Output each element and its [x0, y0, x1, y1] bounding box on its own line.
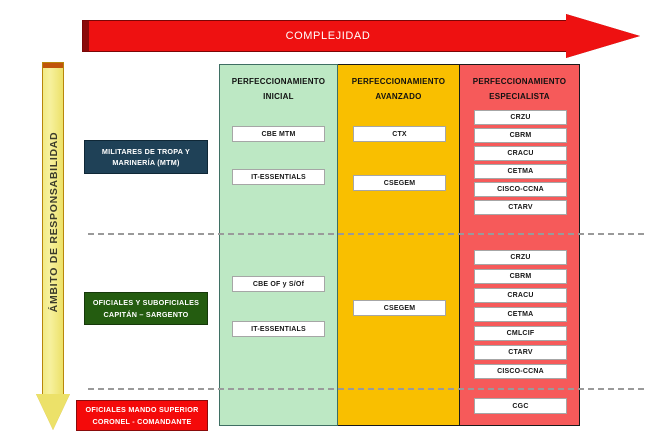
course-chip[interactable]: CTX: [353, 126, 446, 142]
course-chip[interactable]: CSEGEM: [353, 300, 446, 316]
role-label-command-line2: CORONEL - COMANDANTE: [92, 416, 192, 426]
course-chip[interactable]: CBE OF y S/Of: [232, 276, 325, 292]
column-header-advanced: PERFECCIONAMIENTO AVANZADO: [338, 75, 459, 105]
role-label-officers-line1: OFICIALES Y SUBOFICIALES: [92, 298, 200, 308]
complexity-arrow-body: [82, 20, 574, 52]
course-chip[interactable]: IT-ESSENTIALS: [232, 321, 325, 337]
column-header-initial-line2: INICIAL: [263, 91, 294, 101]
course-chip[interactable]: CBE MTM: [232, 126, 325, 142]
band-divider-upper: [88, 233, 644, 235]
band-divider-lower: [88, 388, 644, 390]
course-chip[interactable]: CMLCIF: [474, 326, 567, 341]
course-chip[interactable]: CETMA: [474, 164, 567, 179]
course-chip[interactable]: CRZU: [474, 110, 567, 125]
column-perfeccionamiento-inicial: PERFECCIONAMIENTO INICIAL: [219, 64, 338, 426]
role-label-troops-line2: MARINERÍA (MTM): [112, 158, 180, 167]
course-chip[interactable]: CRACU: [474, 288, 567, 303]
course-chip[interactable]: IT-ESSENTIALS: [232, 169, 325, 185]
arrow-right-icon: [566, 14, 640, 58]
course-chip[interactable]: CBRM: [474, 128, 567, 143]
column-header-advanced-line2: AVANZADO: [375, 91, 422, 101]
role-label-officers-line2: CAPITÁN – SARGENTO: [103, 309, 189, 319]
role-label-troops: MILITARES DE TROPA Y MARINERÍA (MTM): [84, 140, 208, 174]
course-chip[interactable]: CSEGEM: [353, 175, 446, 191]
column-header-specialist-line1: PERFECCIONAMIENTO: [472, 77, 567, 86]
responsibility-arrow: ÁMBITO DE RESPONSABILIDAD: [36, 62, 70, 430]
role-label-officers: OFICIALES Y SUBOFICIALES CAPITÁN – SARGE…: [84, 292, 208, 325]
course-chip[interactable]: CBRM: [474, 269, 567, 284]
complexity-arrow: COMPLEJIDAD: [82, 14, 640, 58]
course-chip[interactable]: CTARV: [474, 200, 567, 215]
course-chip[interactable]: CISCO-CCNA: [474, 182, 567, 197]
role-label-command-line1: OFICIALES MANDO SUPERIOR: [85, 405, 199, 415]
role-label-command: OFICIALES MANDO SUPERIOR CORONEL - COMAN…: [76, 400, 208, 431]
responsibility-arrow-tail: [43, 63, 63, 68]
role-label-troops-line1: MILITARES DE TROPA Y: [101, 146, 191, 156]
arrow-down-icon: [36, 394, 70, 430]
column-header-initial: PERFECCIONAMIENTO INICIAL: [220, 75, 337, 105]
column-header-initial-line1: PERFECCIONAMIENTO: [231, 77, 326, 86]
column-perfeccionamiento-avanzado: PERFECCIONAMIENTO AVANZADO: [338, 64, 460, 426]
course-chip[interactable]: CTARV: [474, 345, 567, 360]
course-chip[interactable]: CISCO-CCNA: [474, 364, 567, 379]
course-chip[interactable]: CGC: [474, 398, 567, 414]
complexity-axis-label: COMPLEJIDAD: [285, 30, 371, 42]
complexity-arrow-tail: [83, 21, 89, 51]
course-chip[interactable]: CRZU: [474, 250, 567, 265]
course-chip[interactable]: CRACU: [474, 146, 567, 161]
column-header-specialist-line2: ESPECIALISTA: [489, 91, 550, 101]
column-header-specialist: PERFECCIONAMIENTO ESPECIALISTA: [460, 75, 579, 105]
column-header-advanced-line1: PERFECCIONAMIENTO: [351, 77, 446, 86]
course-chip[interactable]: CETMA: [474, 307, 567, 322]
responsibility-axis-label: ÁMBITO DE RESPONSABILIDAD: [48, 131, 60, 313]
